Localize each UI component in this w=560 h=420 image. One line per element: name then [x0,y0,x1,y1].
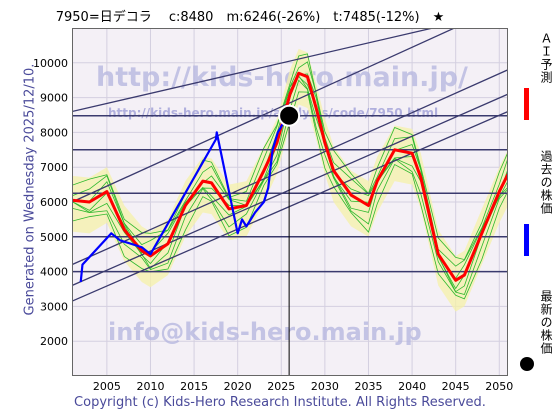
watermark-layer: http://kids-hero.main.jp/ http://kids-he… [96,62,468,346]
trend-line [72,69,508,266]
legend-past-swatch [524,224,529,256]
ai-forecast-line [72,71,508,282]
forecast-band-area [72,48,508,312]
copyright-notice: Copyright (c) Kids-Hero Research Institu… [74,395,486,410]
y-tick-label: 9000 [40,92,68,105]
series-layer [72,71,508,376]
x-tick-label: 2010 [136,380,164,393]
x-tick-label: 2040 [398,380,426,393]
y-tick-label: 10000 [33,57,68,70]
legend-ai-label: ＡＩ予測 [539,32,553,84]
watermark-email: info@kids-hero.main.jp [108,318,422,346]
trend-line [72,28,436,113]
x-tick-label: 2015 [180,380,208,393]
y-tick-label: 2000 [40,335,68,348]
x-tick-label: 2020 [224,380,252,393]
trend-line [72,28,457,203]
legend-ai-swatch [524,88,529,120]
x-tick-label: 2030 [311,380,339,393]
y-tick-label: 8000 [40,126,68,139]
x-tick-label: 2050 [485,380,513,393]
y-tick-label: 3000 [40,300,68,313]
forecast-band-line [72,79,508,296]
latest-price-marker [278,104,301,127]
y-tick-label: 7000 [40,161,68,174]
plot-frame [72,28,508,376]
x-tick-label: 2035 [354,380,382,393]
axes: 2005 2010 2015 2020 2025 2030 2035 2040 2045 2050… [33,57,513,393]
chart-title: 7950=日デコラ c:8480 m:6246(-26%) t:7485(-12… [55,10,445,25]
legend-latest-swatch [520,357,534,371]
watermark-analysis-url: http://kids-hero.main.jp/analysis/code/7… [108,106,438,120]
watermark-url: http://kids-hero.main.jp/ [96,62,468,93]
x-tick-label: 2005 [93,380,121,393]
past-price-line [79,114,290,283]
x-tick-label: 2045 [442,380,470,393]
y-tick-label: 6000 [40,196,68,209]
y-tick-label: 5000 [40,231,68,244]
x-tick-label: 2025 [267,380,295,393]
legend-latest-label: 最新の株価 [539,290,553,355]
y-tick-label: 4000 [40,266,68,279]
legend-past-label: 過去の株価 [539,150,553,215]
trend-line [72,110,508,302]
forecast-band-line [72,53,508,261]
